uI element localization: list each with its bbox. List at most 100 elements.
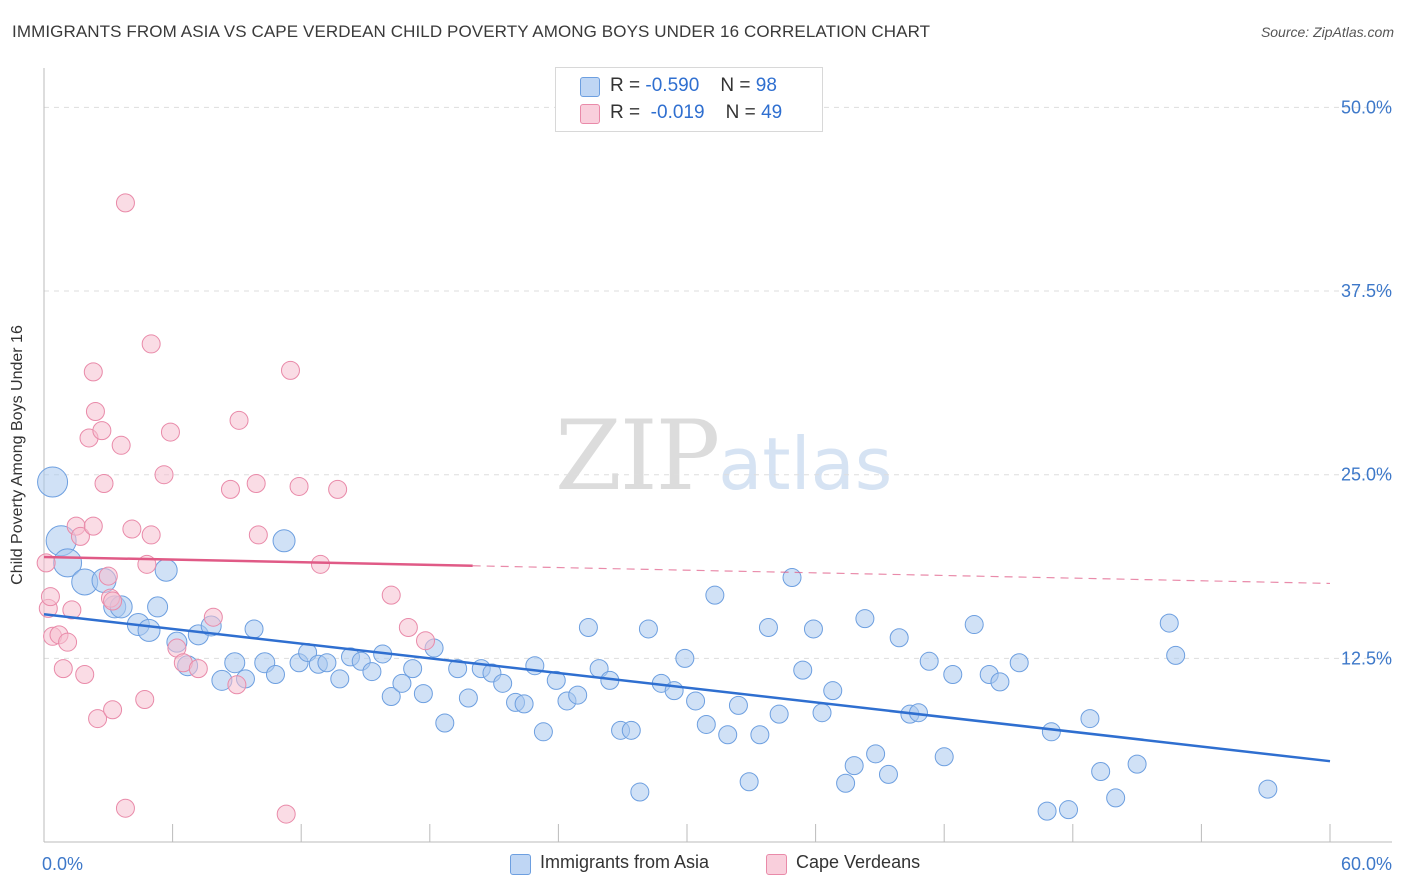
asia-point xyxy=(546,670,566,690)
asia-point xyxy=(855,609,875,629)
asia-point xyxy=(943,665,963,685)
cape-point xyxy=(70,526,90,546)
asia-point xyxy=(782,568,802,588)
cape-point xyxy=(141,334,161,354)
asia-point xyxy=(1009,653,1029,673)
asia-point xyxy=(1080,709,1100,729)
series-label-asia: Immigrants from Asia xyxy=(540,852,710,872)
watermark-zip: ZIP xyxy=(555,400,720,512)
asia-point xyxy=(362,662,382,682)
legend-n-cape: 49 xyxy=(761,102,783,123)
asia-point xyxy=(137,618,161,642)
asia-point xyxy=(1106,788,1126,808)
asia-point xyxy=(330,669,350,689)
asia-point xyxy=(1166,645,1186,665)
asia-point xyxy=(758,617,778,637)
asia-point xyxy=(793,660,813,680)
asia-point xyxy=(750,725,770,745)
asia-point xyxy=(403,659,423,679)
cape-point xyxy=(83,362,103,382)
asia-point xyxy=(1037,801,1057,821)
cape-point xyxy=(53,659,73,679)
asia-point xyxy=(812,703,832,723)
chart-title: IMMIGRANTS FROM ASIA VS CAPE VERDEAN CHI… xyxy=(12,22,931,41)
asia-point xyxy=(1258,779,1278,799)
asia-point xyxy=(493,673,513,693)
cape-point xyxy=(103,700,123,720)
asia-point xyxy=(1091,761,1111,781)
series-legend: Immigrants from Asia Cape Verdeans xyxy=(0,852,1406,878)
cape-point xyxy=(85,402,105,422)
asia-point xyxy=(878,764,898,784)
legend-text-asia: R = -0.590 N = 98 xyxy=(610,75,777,97)
asia-point xyxy=(514,694,534,714)
asia-point xyxy=(866,744,886,764)
asia-point xyxy=(392,673,412,693)
watermark-atlas: atlas xyxy=(718,422,893,506)
asia-point xyxy=(964,615,984,635)
cape-point xyxy=(160,422,180,442)
asia-point xyxy=(630,782,650,802)
cape-point xyxy=(83,516,103,536)
asia-point xyxy=(1127,754,1147,774)
asia-point xyxy=(578,617,598,637)
asia-point xyxy=(533,722,553,742)
y-tick-label: 12.5% xyxy=(1341,648,1392,668)
asia-point xyxy=(37,466,69,498)
asia-point xyxy=(889,628,909,648)
cape-trend-extension xyxy=(472,565,1331,585)
series-swatch-asia xyxy=(510,854,531,875)
y-tick-label: 25.0% xyxy=(1341,465,1392,485)
legend-n-label: N = xyxy=(720,75,751,96)
cape-point xyxy=(220,479,240,499)
correlation-legend: R = -0.590 N = 98 R = -0.019 N = 49 xyxy=(555,67,823,132)
asia-point xyxy=(696,714,716,734)
asia-point xyxy=(272,529,296,553)
legend-r-asia: -0.590 xyxy=(645,75,700,96)
asia-point xyxy=(568,685,588,705)
cape-point xyxy=(154,465,174,485)
asia-point xyxy=(638,619,658,639)
legend-swatch-asia xyxy=(580,77,600,97)
cape-point xyxy=(58,632,78,652)
asia-point xyxy=(803,619,823,639)
asia-point xyxy=(728,695,748,715)
cape-point xyxy=(135,689,155,709)
cape-point xyxy=(289,476,309,496)
asia-point xyxy=(836,773,856,793)
cape-point xyxy=(75,665,95,685)
asia-point xyxy=(844,756,864,776)
cape-point xyxy=(94,474,114,494)
asia-point xyxy=(381,687,401,707)
asia-point xyxy=(718,725,738,745)
asia-point xyxy=(769,704,789,724)
cape-point xyxy=(111,435,131,455)
asia-point xyxy=(934,747,954,767)
cape-point xyxy=(416,631,436,651)
cape-point xyxy=(98,566,118,586)
asia-point xyxy=(621,720,641,740)
cape-point xyxy=(398,617,418,637)
asia-point xyxy=(317,653,337,673)
y-axis-label: Child Poverty Among Boys Under 16 xyxy=(9,325,26,585)
cape-point xyxy=(248,525,268,545)
cape-point xyxy=(141,525,161,545)
cape-point xyxy=(310,554,330,574)
asia-point xyxy=(244,619,264,639)
asia-point xyxy=(686,691,706,711)
asia-point xyxy=(675,648,695,668)
x-tick-label: 60.0% xyxy=(1341,854,1392,874)
cape-point xyxy=(115,798,135,818)
cape-point xyxy=(122,519,142,539)
asia-point xyxy=(823,681,843,701)
cape-trend-line xyxy=(43,555,473,568)
cape-point xyxy=(227,675,247,695)
asia-point xyxy=(265,665,285,685)
asia-point xyxy=(435,713,455,733)
watermark: ZIPatlas xyxy=(555,400,892,512)
cape-point xyxy=(203,607,223,627)
cape-point xyxy=(88,709,108,729)
legend-swatch-cape xyxy=(580,104,600,124)
cape-point xyxy=(62,600,82,620)
